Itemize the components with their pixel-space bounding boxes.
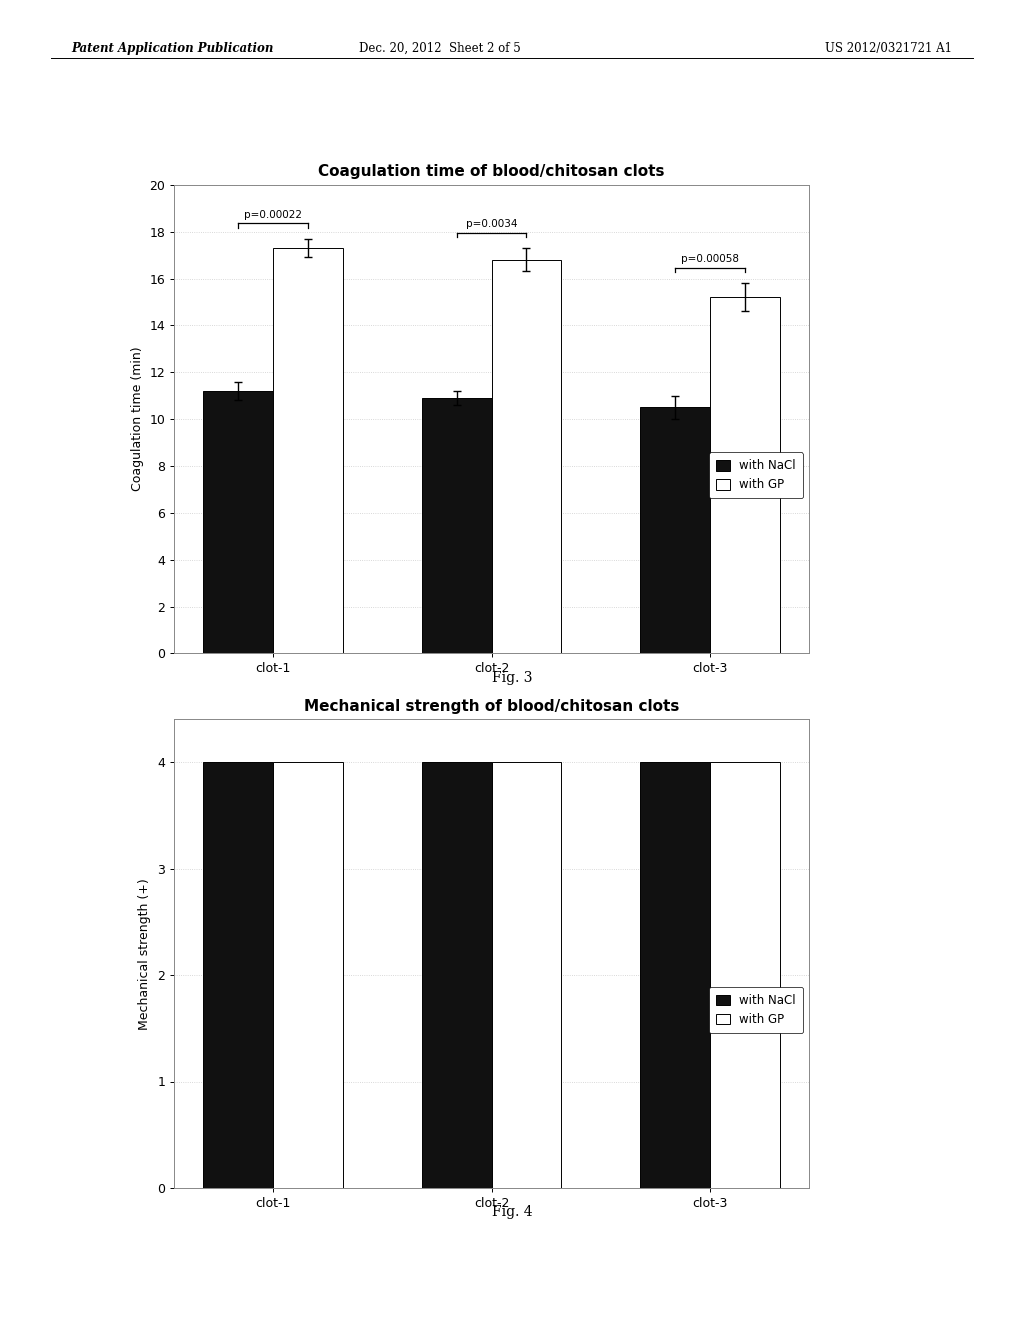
Text: p=0.00058: p=0.00058 — [681, 255, 739, 264]
Text: Fig. 3: Fig. 3 — [492, 671, 532, 685]
Legend: with NaCl, with GP: with NaCl, with GP — [709, 987, 803, 1034]
Bar — [203, 391, 273, 653]
Text: Dec. 20, 2012  Sheet 2 of 5: Dec. 20, 2012 Sheet 2 of 5 — [359, 42, 521, 55]
Legend: with NaCl, with GP: with NaCl, with GP — [709, 453, 803, 499]
Bar — [203, 762, 273, 1188]
Title: Coagulation time of blood/chitosan clots: Coagulation time of blood/chitosan clots — [318, 165, 665, 180]
Text: US 2012/0321721 A1: US 2012/0321721 A1 — [825, 42, 952, 55]
Title: Mechanical strength of blood/chitosan clots: Mechanical strength of blood/chitosan cl… — [304, 700, 679, 714]
Text: p=0.00022: p=0.00022 — [244, 210, 302, 220]
Text: p=0.0034: p=0.0034 — [466, 219, 517, 230]
Text: Fig. 4: Fig. 4 — [492, 1205, 532, 1220]
Bar — [492, 762, 561, 1188]
Bar — [492, 260, 561, 653]
Y-axis label: Mechanical strength (+): Mechanical strength (+) — [138, 878, 152, 1030]
Bar — [422, 762, 492, 1188]
Bar — [640, 762, 710, 1188]
Text: Patent Application Publication: Patent Application Publication — [72, 42, 274, 55]
Bar — [640, 408, 710, 653]
Bar — [710, 762, 780, 1188]
Bar — [273, 762, 343, 1188]
Bar — [273, 248, 343, 653]
Y-axis label: Coagulation time (min): Coagulation time (min) — [131, 347, 143, 491]
Bar — [422, 399, 492, 653]
Bar — [710, 297, 780, 653]
